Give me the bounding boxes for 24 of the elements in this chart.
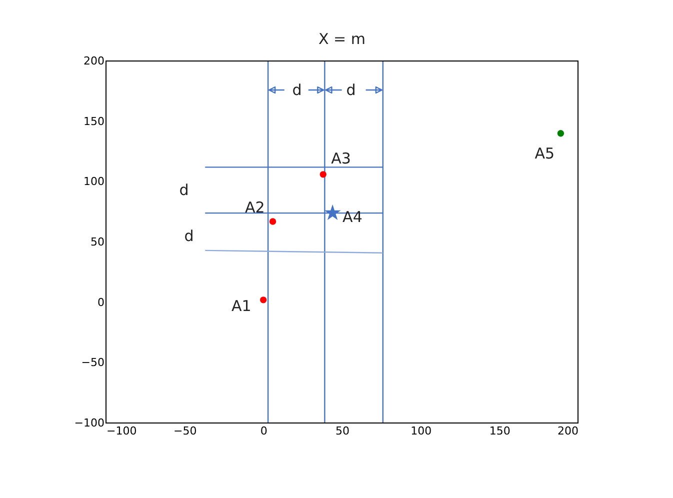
annotation: d [292, 81, 302, 99]
x-tick-label: 150 [489, 424, 510, 438]
annotation: d [184, 227, 194, 245]
y-tick-label: −50 [81, 356, 104, 370]
y-tick-label: −100 [74, 416, 104, 430]
x-tick-label: −100 [106, 424, 137, 438]
x-tick-label: −50 [174, 424, 197, 438]
y-tick-label: 50 [90, 236, 104, 248]
x-tick-label: 50 [336, 424, 350, 438]
y-tick-label: 100 [84, 175, 104, 188]
x-tick-label: 200 [558, 424, 578, 438]
y-tick-label: 0 [98, 296, 104, 309]
series-label: A2 [244, 198, 265, 216]
series-label: A4 [342, 208, 362, 226]
series-label: A3 [331, 149, 351, 168]
chart-title: X = m [318, 30, 366, 48]
y-tick-label: 200 [84, 54, 104, 68]
x-tick-label: 0 [260, 424, 268, 438]
annotation: d [346, 81, 356, 99]
x-tick-label: 100 [410, 424, 432, 438]
series-label: A5 [534, 144, 555, 162]
annotation: d [179, 181, 189, 199]
y-tick-label: 150 [84, 114, 104, 128]
series-label: A1 [232, 296, 252, 315]
